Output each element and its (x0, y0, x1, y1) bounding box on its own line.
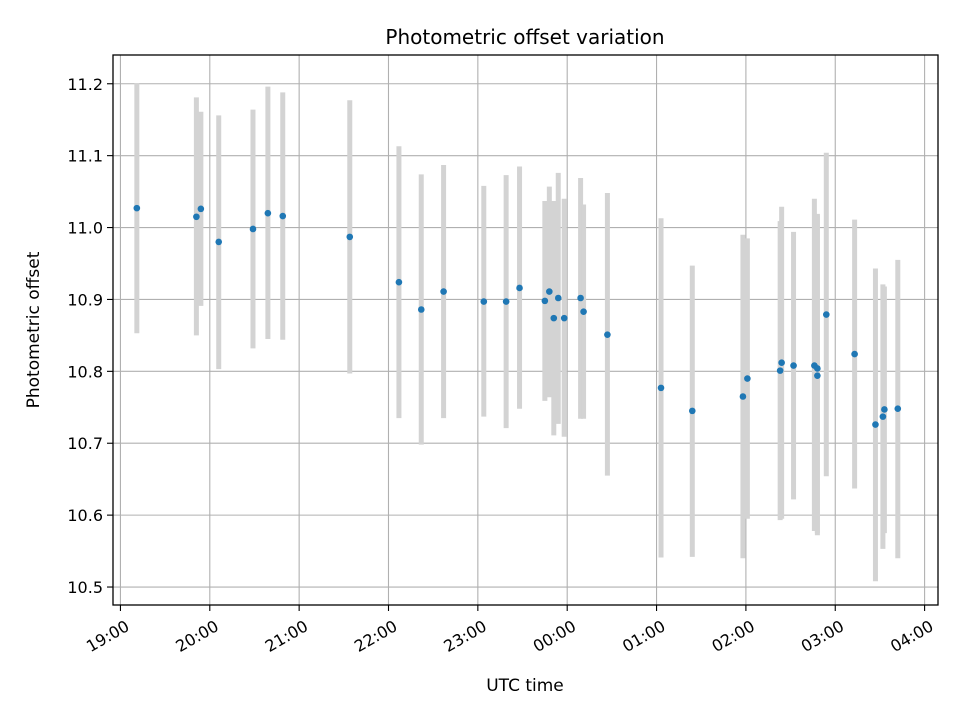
data-point (577, 294, 584, 302)
data-point (215, 238, 223, 246)
y-tick-label: 11.0 (67, 219, 103, 238)
data-point (778, 359, 785, 367)
data-point (851, 350, 858, 358)
data-point (881, 406, 888, 413)
data-point (872, 421, 879, 428)
data-point (823, 311, 830, 318)
data-point (744, 375, 751, 382)
y-tick-label: 11.1 (67, 147, 103, 166)
plot-frame (112, 54, 939, 606)
data-point (776, 367, 784, 374)
y-axis-title: Photometric offset (24, 251, 44, 408)
y-tick-label: 10.8 (67, 362, 103, 381)
data-point (264, 209, 272, 217)
data-point (580, 308, 587, 315)
chart-title: Photometric offset variation (385, 25, 664, 49)
data-point (814, 372, 821, 379)
data-point (440, 288, 447, 295)
data-point (417, 306, 425, 313)
data-point (604, 331, 611, 338)
y-tick-label: 10.9 (67, 290, 103, 309)
y-axis-ticks: 10.5 10.6 10.7 10.8 10.9 11.0 11.1 11.2 (67, 75, 113, 597)
data-point (516, 284, 523, 292)
data-point (790, 362, 797, 369)
data-point (502, 298, 510, 305)
data-point (546, 288, 553, 295)
data-point (879, 413, 887, 420)
data-point (197, 205, 205, 213)
y-tick-label: 11.2 (67, 75, 103, 94)
data-point (346, 233, 354, 241)
data-point (550, 314, 558, 322)
data-point (657, 384, 665, 392)
data-point (739, 393, 747, 400)
data-point (541, 297, 549, 305)
data-point (395, 278, 403, 286)
data-point (133, 204, 141, 212)
data-point (688, 407, 696, 415)
data-points (133, 204, 902, 428)
y-tick-label: 10.7 (67, 434, 103, 453)
y-tick-label: 10.6 (67, 506, 103, 525)
data-point (193, 213, 200, 221)
data-point (279, 212, 287, 220)
data-point (894, 405, 902, 413)
data-point (249, 225, 257, 233)
y-tick-label: 10.5 (67, 578, 103, 597)
data-point (560, 314, 568, 322)
data-point (814, 365, 821, 372)
data-point (554, 294, 562, 302)
data-point (480, 298, 488, 305)
x-axis-title: UTC time (486, 676, 564, 696)
